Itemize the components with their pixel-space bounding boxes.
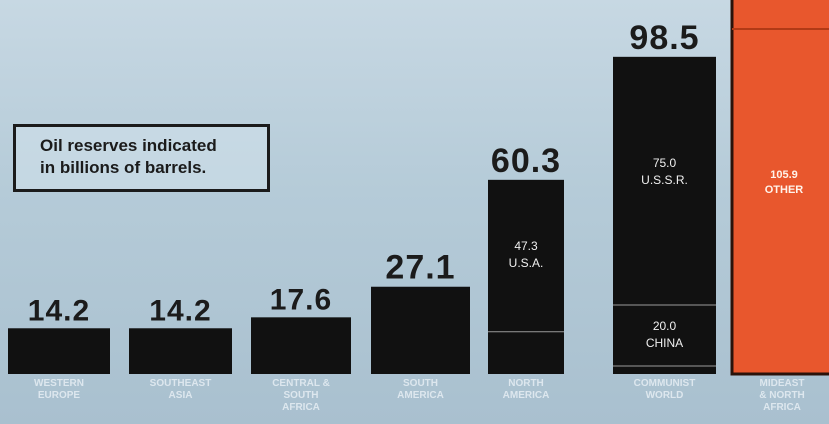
- segment-label-ussr-0: 75.0: [653, 156, 677, 170]
- category-label-central-south-africa-1: SOUTH: [284, 390, 319, 401]
- category-label-mideast-north-africa-0: MIDEAST: [760, 378, 805, 389]
- bar-western-europe: [8, 328, 110, 374]
- category-label-north-america-1: AMERICA: [503, 390, 550, 401]
- value-label-south-america: 27.1: [385, 249, 455, 287]
- bar-southeast-asia: [129, 328, 232, 374]
- category-label-north-america-0: NORTH: [508, 378, 544, 389]
- category-label-south-america-0: SOUTH: [403, 378, 438, 389]
- value-label-western-europe: 14.2: [28, 294, 90, 327]
- category-label-southeast-asia-0: SOUTHEAST: [150, 378, 212, 389]
- bar-north-america: [488, 179, 564, 374]
- value-label-communist-world: 98.5: [629, 19, 699, 57]
- bar-central-south-africa: [251, 317, 351, 374]
- segment-label-china-1: CHINA: [646, 336, 683, 350]
- value-label-southeast-asia: 14.2: [149, 294, 211, 327]
- category-label-communist-world-1: WORLD: [646, 390, 684, 401]
- category-label-mideast-north-africa-1: & NORTH: [759, 390, 805, 401]
- units-note-line-2: in billions of barrels.: [40, 158, 207, 177]
- category-label-central-south-africa-2: AFRICA: [282, 402, 320, 413]
- bar-communist-world: [613, 56, 716, 375]
- category-label-south-america-1: AMERICA: [397, 390, 444, 401]
- category-label-southeast-asia-1: ASIA: [169, 390, 193, 401]
- units-note: Oil reserves indicated in billions of ba…: [13, 124, 270, 192]
- bar-mideast-north-africa: [730, 0, 829, 376]
- segment-label-north-america-1: U.S.A.: [509, 256, 544, 270]
- segment-label-china-0: 20.0: [653, 319, 677, 333]
- category-label-western-europe-1: EUROPE: [38, 390, 81, 401]
- category-label-central-south-africa-0: CENTRAL &: [272, 378, 330, 389]
- segment-label-other-0: 105.9: [770, 169, 798, 181]
- value-label-central-south-africa: 17.6: [270, 283, 332, 316]
- category-label-western-europe-0: WESTERN: [34, 378, 84, 389]
- bar-south-america: [371, 286, 470, 374]
- category-label-mideast-north-africa-2: AFRICA: [763, 402, 801, 413]
- segment-label-ussr-1: U.S.S.R.: [641, 173, 688, 187]
- segment-label-other-1: OTHER: [765, 184, 804, 196]
- value-label-north-america: 60.3: [491, 142, 561, 180]
- units-note-line-1: Oil reserves indicated: [40, 136, 217, 155]
- segment-label-north-america-0: 47.3: [514, 239, 538, 253]
- category-label-communist-world-0: COMMUNIST: [634, 378, 696, 389]
